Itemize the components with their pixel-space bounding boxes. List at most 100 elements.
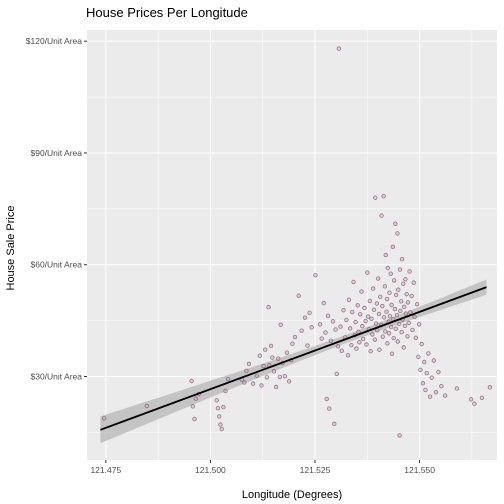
- data-point: [393, 292, 399, 298]
- data-point: [424, 370, 429, 376]
- data-point: [259, 383, 264, 388]
- data-point: [218, 422, 223, 427]
- data-point: [380, 334, 385, 339]
- data-point: [353, 319, 358, 325]
- data-point: [373, 321, 379, 326]
- data-point: [360, 324, 365, 329]
- data-point: [389, 302, 394, 308]
- x-tick-label: 121.475: [90, 465, 121, 475]
- data-point: [420, 381, 426, 386]
- data-point: [442, 393, 448, 398]
- data-point: [244, 368, 249, 374]
- data-point: [192, 416, 197, 422]
- data-point: [254, 373, 260, 378]
- data-point: [393, 221, 398, 226]
- data-point: [305, 343, 310, 348]
- data-point: [379, 213, 384, 218]
- data-points: [101, 46, 493, 438]
- data-point: [299, 328, 304, 333]
- data-point: [398, 308, 403, 314]
- data-point: [423, 387, 428, 393]
- data-point: [219, 426, 224, 432]
- data-point: [392, 306, 398, 312]
- data-point: [410, 327, 415, 333]
- data-point: [401, 304, 407, 310]
- data-point: [472, 401, 477, 406]
- data-point: [408, 310, 413, 315]
- data-point: [257, 353, 262, 358]
- data-point: [401, 281, 406, 286]
- data-point: [101, 416, 107, 421]
- data-point: [364, 342, 369, 347]
- data-point: [347, 326, 353, 331]
- data-point: [339, 348, 344, 354]
- data-point: [416, 354, 421, 359]
- x-tick-label: 121.500: [195, 465, 226, 475]
- y-axis-ticks: $30/Unit Area $60/Unit Area $90/Unit Area $…: [26, 36, 87, 382]
- data-point: [405, 300, 411, 305]
- data-point: [275, 356, 281, 361]
- data-point: [264, 375, 270, 380]
- data-point: [338, 324, 343, 329]
- data-point: [427, 394, 433, 399]
- data-point: [375, 276, 381, 281]
- data-point: [378, 294, 383, 299]
- data-point: [278, 322, 283, 327]
- data-point: [404, 291, 409, 297]
- data-point: [282, 373, 288, 379]
- data-point: [391, 278, 397, 283]
- data-point: [221, 404, 226, 410]
- data-point: [395, 339, 401, 344]
- data-point: [357, 340, 362, 345]
- data-point: [365, 314, 371, 319]
- data-point: [385, 265, 391, 271]
- data-point: [368, 348, 373, 354]
- data-point: [431, 358, 437, 363]
- data-point: [399, 329, 404, 335]
- x-axis-ticks: 121.475 121.500 121.525 121.550: [90, 460, 435, 475]
- data-point: [433, 389, 439, 395]
- data-point: [335, 344, 341, 349]
- data-point: [324, 396, 329, 402]
- data-point: [439, 384, 444, 389]
- data-point: [376, 311, 382, 317]
- data-point: [277, 374, 283, 380]
- data-point: [144, 403, 150, 409]
- data-point: [341, 308, 346, 313]
- data-point: [271, 369, 277, 374]
- data-point: [370, 332, 375, 337]
- data-point: [330, 319, 336, 324]
- y-tick-label: $120/Unit Area: [26, 36, 83, 46]
- data-point: [189, 378, 194, 384]
- data-point: [263, 347, 268, 352]
- data-point: [479, 395, 485, 400]
- data-point: [345, 353, 351, 358]
- data-point: [319, 336, 324, 341]
- data-point: [395, 231, 400, 236]
- data-point: [381, 315, 387, 320]
- data-point: [406, 320, 411, 326]
- data-point: [419, 341, 424, 347]
- data-point: [397, 433, 402, 438]
- data-point: [350, 309, 355, 315]
- data-point: [429, 375, 434, 380]
- data-point: [357, 312, 363, 317]
- y-axis-title: House Sale Price: [5, 206, 17, 291]
- data-point: [354, 346, 359, 351]
- data-point: [377, 347, 382, 352]
- grid-minor: [87, 30, 497, 460]
- data-point: [359, 289, 364, 294]
- data-point: [225, 376, 231, 382]
- data-point: [268, 343, 274, 349]
- data-point: [468, 397, 474, 402]
- data-point: [333, 327, 338, 332]
- data-point: [384, 309, 389, 314]
- data-point: [405, 334, 410, 339]
- data-point: [399, 256, 405, 262]
- data-point: [223, 388, 228, 394]
- data-point: [332, 421, 337, 427]
- data-point: [346, 297, 352, 302]
- data-point: [414, 302, 420, 307]
- data-point: [436, 369, 441, 375]
- trend-line: [100, 286, 487, 431]
